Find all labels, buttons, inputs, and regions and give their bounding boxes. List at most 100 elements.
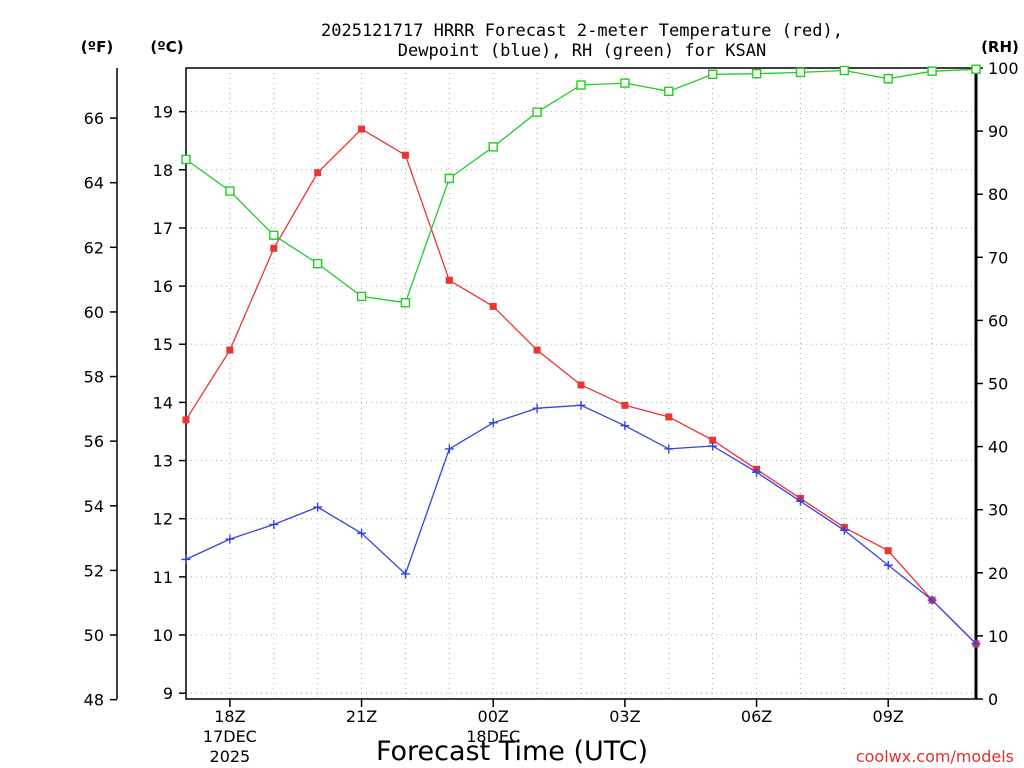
fahrenheit-tick-label: 56 (84, 432, 104, 451)
data-point (795, 67, 806, 78)
chart-title-line1: 2025121717 HRRR Forecast 2-meter Tempera… (321, 21, 843, 41)
fahrenheit-tick-label: 58 (84, 368, 104, 387)
data-point (883, 560, 893, 570)
x-tick-date-label: 17DEC (203, 727, 257, 746)
data-point (226, 346, 234, 354)
fahrenheit-tick-label: 66 (84, 109, 104, 128)
data-point (532, 403, 542, 413)
rh-unit-label: (RH) (981, 38, 1019, 56)
data-point (839, 65, 850, 76)
data-point (313, 502, 323, 512)
celsius-tick-label: 18 (153, 161, 173, 180)
data-point (576, 80, 586, 90)
x-tick-label: 03Z (609, 707, 640, 726)
rh-tick-label: 50 (988, 375, 1008, 394)
celsius-tick-label: 17 (153, 219, 173, 238)
data-point (445, 276, 453, 284)
data-point (533, 346, 541, 354)
data-point (576, 400, 586, 410)
data-point (444, 444, 454, 454)
fahrenheit-tick-label: 64 (84, 174, 104, 193)
data-point (358, 125, 366, 133)
data-point (708, 441, 718, 451)
data-point (225, 534, 235, 544)
rh-tick-label: 100 (988, 59, 1019, 78)
data-point (707, 69, 718, 80)
credit-text: coolwx.com/models (856, 747, 1014, 766)
fahrenheit-tick-label: 52 (84, 561, 104, 580)
data-point (225, 186, 235, 196)
data-point (709, 436, 717, 444)
data-point (182, 416, 190, 424)
celsius-tick-label: 11 (153, 568, 173, 587)
x-tick-label: 09Z (873, 707, 904, 726)
data-point (752, 467, 762, 477)
celsius-tick-label: 12 (153, 510, 173, 529)
data-point (620, 78, 630, 88)
x-axis-label: Forecast Time (UTC) (376, 736, 648, 767)
celsius-tick-label: 13 (153, 452, 173, 471)
data-point (314, 169, 322, 177)
rh-tick-label: 80 (988, 185, 1008, 204)
data-point (664, 86, 674, 97)
rh-tick-label: 60 (988, 311, 1008, 330)
x-tick-year-label: 2025 (210, 747, 251, 766)
x-tick-label: 18Z (214, 707, 245, 726)
celsius-tick-label: 15 (153, 335, 173, 354)
data-point (181, 554, 191, 564)
data-point (532, 107, 542, 117)
rh-tick-label: 0 (988, 690, 998, 709)
data-point (927, 66, 937, 76)
data-point (621, 401, 629, 409)
data-point (312, 258, 323, 269)
data-point (751, 68, 762, 79)
series-layer (181, 64, 981, 649)
fahrenheit-unit-label: (ºF) (81, 38, 113, 56)
data-point (620, 421, 630, 431)
data-point (400, 298, 411, 308)
data-point (883, 74, 893, 84)
data-point (971, 639, 981, 649)
data-point (839, 525, 849, 535)
axes: 48 50 52 54 56 58 60 62 64 66 9 10 11 12 13 14 15 16 17 18 1… (84, 59, 1019, 766)
x-tick-label: 21Z (346, 707, 377, 726)
rh-tick-label: 40 (988, 438, 1008, 457)
chart-title-line2: Dewpoint (blue), RH (green) for KSAN (398, 41, 766, 61)
celsius-tick-label: 9 (163, 684, 173, 703)
fahrenheit-tick-label: 54 (84, 497, 104, 516)
celsius-tick-label: 16 (153, 277, 173, 296)
celsius-tick-label: 10 (153, 626, 173, 645)
x-tick-label: 06Z (741, 707, 772, 726)
data-point (665, 413, 673, 421)
rh-tick-label: 30 (988, 501, 1008, 520)
fahrenheit-tick-label: 60 (84, 303, 104, 322)
data-point (400, 569, 410, 579)
data-point (269, 230, 279, 240)
data-point (664, 444, 674, 454)
x-tick-label: 00Z (478, 707, 509, 726)
celsius-unit-label: (ºC) (150, 38, 183, 56)
rh-tick-label: 20 (988, 564, 1008, 583)
data-point (269, 520, 279, 530)
data-point (356, 291, 367, 302)
fahrenheit-tick-label: 48 (84, 691, 104, 710)
rh-tick-label: 10 (988, 627, 1008, 646)
celsius-tick-label: 14 (153, 393, 173, 412)
data-point (971, 64, 981, 74)
rh-tick-label: 90 (988, 122, 1008, 141)
x-tick-date-label: 18DEC (466, 727, 520, 746)
data-point (795, 496, 805, 506)
rh-tick-label: 70 (988, 248, 1008, 267)
celsius-tick-label: 19 (153, 103, 173, 122)
fahrenheit-tick-label: 62 (84, 238, 104, 257)
data-point (270, 244, 278, 252)
data-point (357, 528, 367, 538)
data-point (489, 302, 497, 310)
data-point (444, 173, 455, 184)
data-point (401, 151, 409, 159)
data-point (181, 154, 191, 165)
data-point (488, 142, 498, 152)
data-point (927, 595, 937, 605)
data-point (488, 418, 498, 428)
